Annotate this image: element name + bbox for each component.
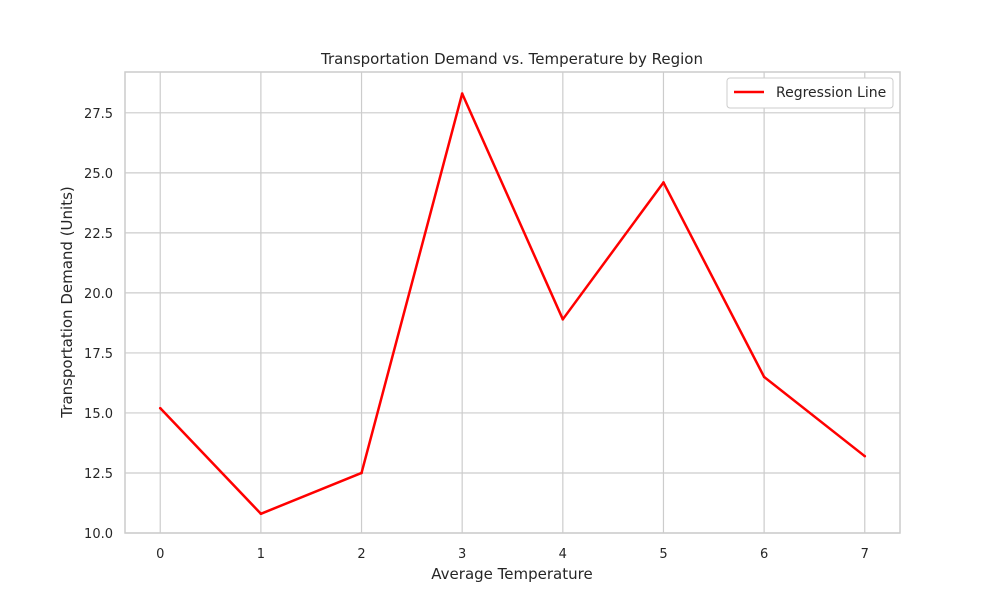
series-line-regression-line: [159, 92, 866, 516]
data-point: [259, 512, 263, 516]
legend-label-regression-line: Regression Line: [776, 85, 886, 101]
y-tick-label: 22.5: [84, 227, 113, 242]
legend-box: [726, 77, 894, 109]
y-tick-label: 12.5: [84, 467, 113, 482]
data-point: [662, 181, 665, 184]
data-point: [460, 92, 464, 95]
series: [158, 92, 867, 516]
data-point: [762, 375, 766, 379]
y-tick-label: 27.5: [84, 107, 113, 122]
plot-frame: [124, 71, 901, 534]
legend: Regression Line: [726, 77, 894, 109]
chart-title: Transportation Demand vs. Temperature by…: [320, 50, 703, 68]
y-axis-ticks: 10.0 12.5 15.0 17.5 20.0 22.5 25.0 27.5: [84, 107, 113, 542]
x-tick-label: 1: [257, 547, 265, 562]
x-tick-label: 3: [458, 547, 466, 562]
data-point: [360, 471, 363, 475]
x-tick-label: 7: [861, 547, 869, 562]
data-point: [863, 454, 867, 458]
y-tick-label: 17.5: [84, 347, 113, 362]
x-tick-label: 4: [559, 547, 567, 562]
data-point: [158, 406, 162, 410]
x-tick-label: 2: [357, 547, 365, 562]
x-tick-label: 0: [156, 547, 164, 562]
y-tick-label: 25.0: [84, 167, 113, 182]
x-tick-label: 6: [760, 547, 768, 562]
data-point: [561, 318, 565, 321]
y-tick-label: 20.0: [84, 287, 113, 302]
y-tick-label: 15.0: [84, 407, 113, 422]
x-axis-ticks: 0 1 2 3 4 5 6 7: [156, 547, 869, 562]
x-tick-label: 5: [659, 547, 667, 562]
y-tick-label: 10.0: [84, 527, 113, 542]
y-axis-label: Transportation Demand (Units): [58, 186, 76, 419]
x-axis-label: Average Temperature: [431, 565, 592, 583]
